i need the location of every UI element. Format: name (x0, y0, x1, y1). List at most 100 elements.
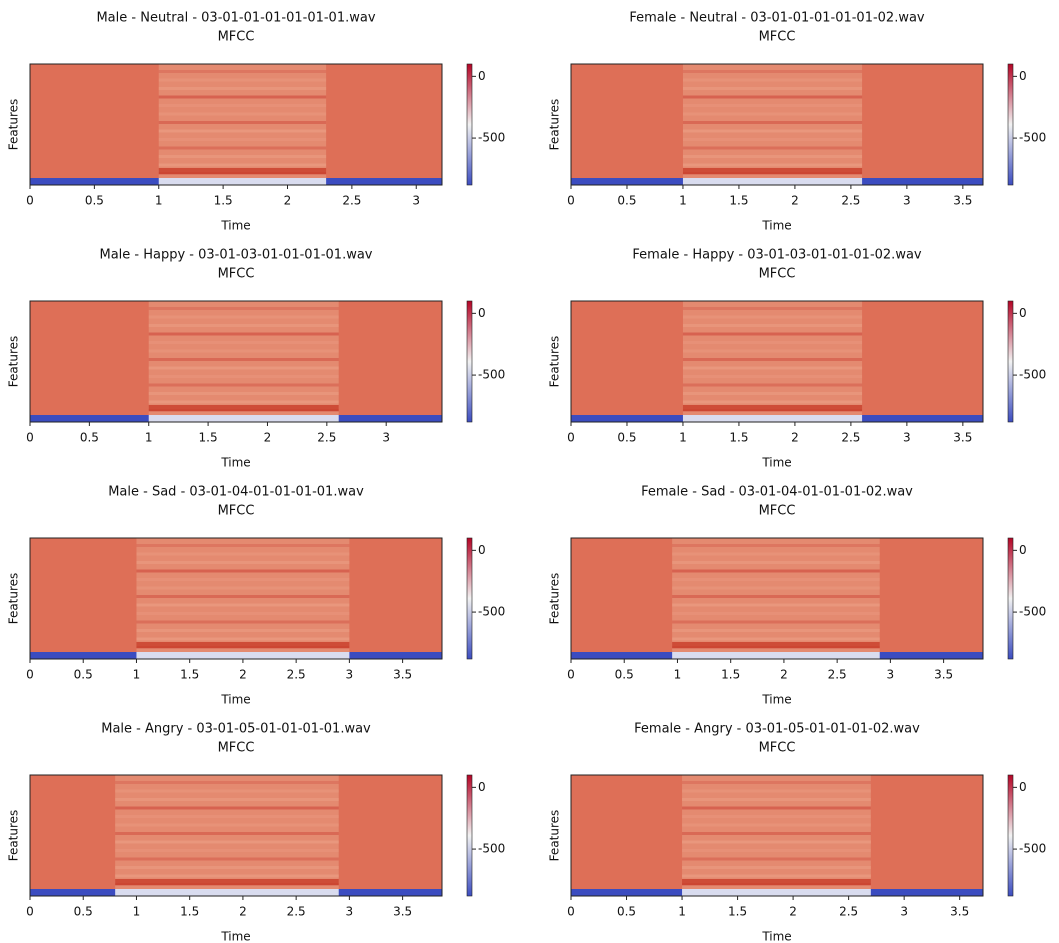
texture-stripe (115, 806, 339, 810)
bottom-band-voiced (682, 415, 863, 422)
plot-frame (570, 300, 984, 423)
x-tick-label: 2 (239, 668, 247, 682)
texture-stripe (148, 349, 339, 353)
colorbar (1007, 300, 1014, 423)
low-band (115, 879, 339, 885)
bottom-band-voiced (115, 889, 339, 896)
x-tick-label: 2.5 (841, 194, 860, 208)
x-tick-label: 0 (567, 194, 575, 208)
texture-stripe (115, 789, 339, 793)
colorbar (466, 300, 473, 423)
y-axis-label: Features (7, 810, 21, 862)
texture-stripe (682, 87, 863, 90)
texture-stripe (158, 104, 327, 107)
texture-stripe (682, 95, 863, 99)
x-axis-label: Time (220, 930, 250, 943)
texture-stripe (158, 112, 327, 116)
texture-stripe (672, 595, 880, 598)
texture-stripe (672, 637, 880, 641)
texture-stripe (682, 70, 863, 73)
x-tick-label: 3.5 (953, 194, 972, 208)
texture-stripe (148, 332, 339, 336)
panel: Female - Angry - 03-01-05-01-01-01-02.wa… (548, 722, 1047, 943)
x-tick-label: 0 (26, 905, 34, 919)
colorbar (466, 537, 473, 660)
texture-stripe (672, 552, 880, 556)
x-tick-label: 0 (26, 194, 34, 208)
chart-title: Female - Sad - 03-01-04-01-01-01-02.wav (641, 485, 913, 500)
x-tick-label: 0.5 (74, 668, 93, 682)
x-tick-label: 2 (284, 194, 292, 208)
x-tick-label: 2.5 (317, 431, 336, 445)
y-axis-label: Features (7, 573, 21, 625)
x-tick-label: 1 (679, 194, 687, 208)
texture-stripe (682, 832, 871, 835)
colorbar-tick-label: -500 (1019, 842, 1046, 856)
texture-stripe (682, 849, 871, 852)
x-tick-label: 1.5 (729, 431, 748, 445)
x-tick-label: 0.5 (615, 668, 634, 682)
x-tick-label: 2.5 (828, 668, 847, 682)
texture-stripe (672, 620, 880, 624)
colorbar (466, 774, 473, 897)
texture-stripe (682, 349, 863, 353)
texture-stripe (682, 789, 871, 793)
texture-stripe (158, 155, 327, 158)
x-tick-label: 1.5 (728, 905, 747, 919)
x-tick-label: 2.5 (839, 905, 858, 919)
voiced-region (158, 64, 327, 185)
colorbar-tick-label: 0 (1019, 306, 1027, 320)
x-tick-label: 2 (264, 431, 272, 445)
x-tick-label: 3 (900, 905, 908, 919)
x-tick-label: 1.5 (721, 668, 740, 682)
x-tick-label: 2 (791, 194, 799, 208)
voiced-region (115, 775, 339, 896)
texture-stripe (136, 637, 350, 641)
x-tick-label: 2 (789, 905, 797, 919)
texture-stripe (136, 586, 350, 590)
texture-stripe (158, 129, 327, 133)
texture-stripe (682, 315, 863, 319)
colorbar-tick-label: 0 (478, 543, 486, 557)
colorbar-tick-label: -500 (1019, 131, 1046, 145)
texture-stripe (136, 603, 350, 607)
colorbar-tick-label: 0 (478, 69, 486, 83)
x-tick-label: 3 (903, 194, 911, 208)
y-axis-label: Features (548, 99, 562, 151)
x-tick-label: 3 (903, 431, 911, 445)
low-band (148, 405, 339, 411)
y-axis-label: Features (7, 99, 21, 151)
low-band (682, 405, 863, 411)
texture-stripe (682, 163, 863, 167)
texture-stripe (136, 629, 350, 632)
texture-stripe (672, 561, 880, 564)
bottom-band-voiced (672, 652, 880, 659)
chart-title: Female - Angry - 03-01-05-01-01-01-02.wa… (634, 722, 920, 737)
texture-stripe (682, 112, 863, 116)
chart-title: Female - Neutral - 03-01-01-01-01-01-02.… (629, 11, 925, 26)
texture-stripe (682, 332, 863, 336)
texture-stripe (158, 78, 327, 82)
x-tick-label: 2 (791, 431, 799, 445)
texture-stripe (148, 366, 339, 370)
chart-subtitle: MFCC (218, 741, 255, 756)
texture-stripe (682, 392, 863, 395)
texture-stripe (682, 155, 863, 158)
texture-stripe (682, 341, 863, 344)
chart-subtitle: MFCC (218, 504, 255, 519)
texture-stripe (115, 840, 339, 844)
texture-stripe (672, 603, 880, 607)
texture-stripe (682, 400, 863, 404)
x-tick-label: 1 (133, 668, 141, 682)
colorbar-tick-label: -500 (478, 605, 505, 619)
colorbar (1007, 537, 1014, 660)
plot-frame (29, 300, 443, 423)
colorbar-tick-label: 0 (1019, 780, 1027, 794)
y-axis-label: Features (548, 336, 562, 388)
texture-stripe (136, 595, 350, 598)
x-tick-label: 1 (678, 905, 686, 919)
plot-frame (570, 774, 984, 897)
colorbar-tick-label: -500 (478, 368, 505, 382)
x-tick-label: 0.5 (617, 431, 636, 445)
